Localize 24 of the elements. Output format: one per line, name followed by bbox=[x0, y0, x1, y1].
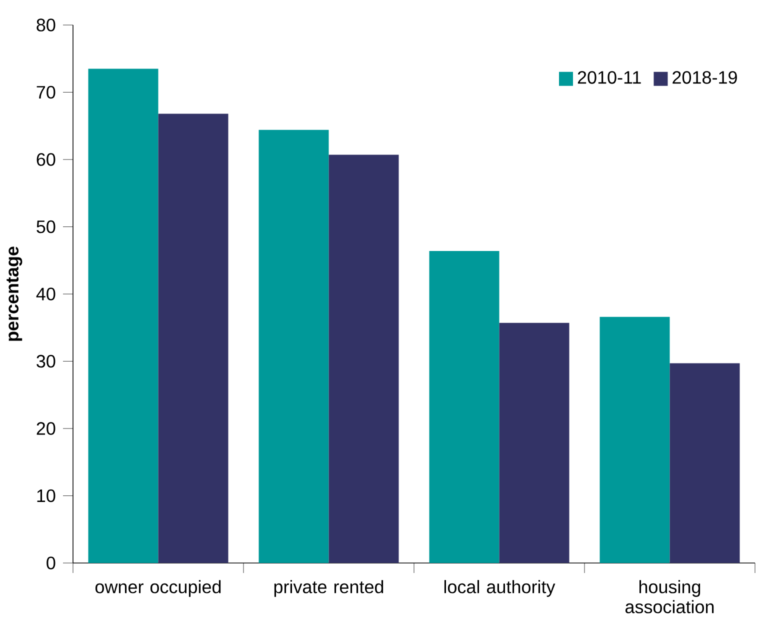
bar bbox=[158, 114, 228, 564]
legend-label: 2010-11 bbox=[578, 71, 641, 84]
bar bbox=[88, 68, 158, 564]
x-tick-label: local authority bbox=[444, 580, 556, 597]
y-tick-label: 70 bbox=[36, 86, 56, 99]
x-tick-label: owner occupied bbox=[95, 580, 221, 597]
y-tick-label: 30 bbox=[36, 354, 56, 368]
bar bbox=[499, 322, 570, 564]
x-tick-label: housing association bbox=[625, 580, 714, 614]
y-tick-label: 60 bbox=[36, 153, 56, 166]
y-tick-label: 20 bbox=[36, 422, 56, 435]
y-axis-title: percentage bbox=[6, 246, 22, 341]
bar bbox=[258, 130, 329, 564]
y-tick-label: 40 bbox=[36, 288, 56, 300]
y-tick-label: 10 bbox=[37, 489, 56, 502]
bar bbox=[429, 250, 500, 564]
y-tick-label: 50 bbox=[36, 220, 56, 234]
y-tick-label: 80 bbox=[36, 18, 56, 32]
bar bbox=[600, 316, 670, 564]
legend-label: 2018-19 bbox=[672, 71, 737, 84]
y-tick-label: 0 bbox=[46, 556, 56, 570]
bar bbox=[670, 363, 740, 564]
x-tick-label: private rented bbox=[274, 580, 384, 597]
bar bbox=[328, 154, 399, 564]
